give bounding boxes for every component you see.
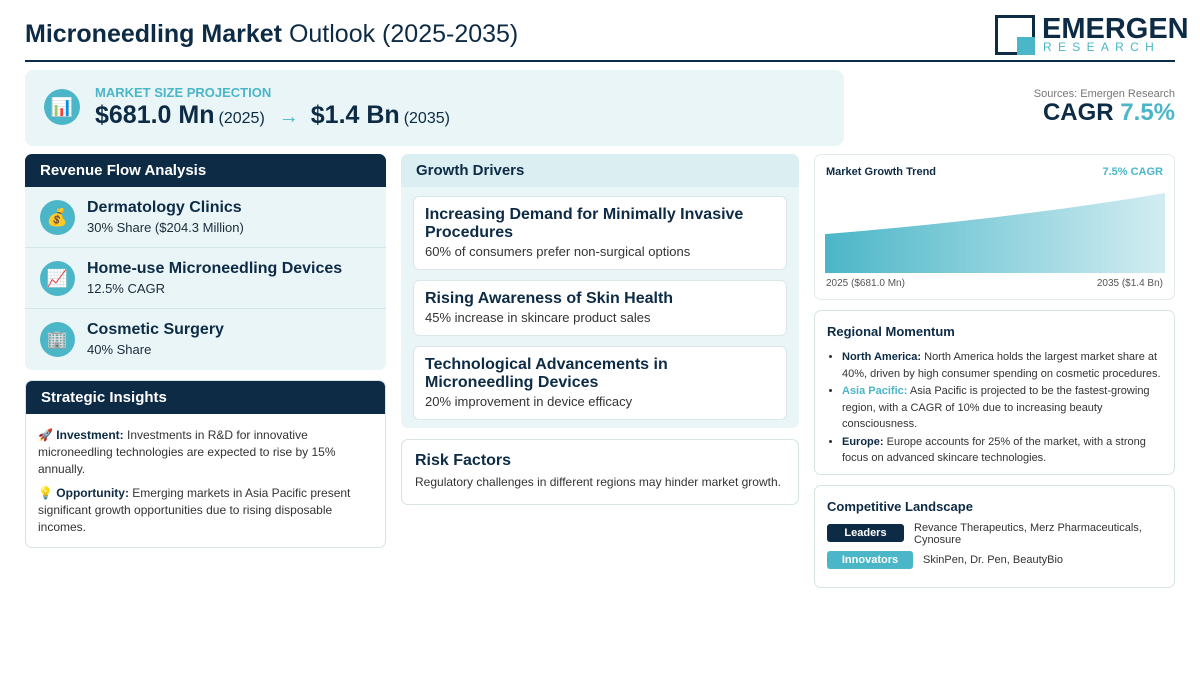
revenue-item-title: Dermatology Clinics (87, 199, 242, 216)
region-item: North America: North America holds the l… (842, 349, 1162, 382)
cagr-headline: CAGR 7.5% (1043, 99, 1175, 127)
page-header: Microneedling Market Outlook (2025-2035)… (25, 13, 1189, 62)
revenue-flow-title: Revenue Flow Analysis (25, 154, 386, 187)
leaders-badge: Leaders (827, 524, 904, 542)
driver-sub: 60% of consumers prefer non-surgical opt… (425, 244, 691, 259)
trend-start-label: 2025 ($681.0 Mn) (826, 278, 905, 289)
regional-list: North America: North America holds the l… (827, 349, 1162, 467)
competitive-landscape-title: Competitive Landscape (827, 499, 973, 514)
region-item: Asia Pacific: Asia Pacific is projected … (842, 383, 1162, 433)
cagr-value: 7.5% (1120, 99, 1175, 126)
projection-label: MARKET SIZE PROJECTION (95, 85, 272, 100)
projection-values: $681.0 Mn (2025) → $1.4 Bn (2035) (95, 101, 450, 130)
risk-factors-panel: Risk Factors Regulatory challenges in di… (401, 439, 799, 505)
revenue-flow-panel: Revenue Flow Analysis 💰 Dermatology Clin… (25, 154, 386, 370)
page-title: Microneedling Market Outlook (2025-2035) (25, 20, 518, 49)
revenue-item: 💰 Dermatology Clinics 30% Share ($204.3 … (25, 187, 386, 248)
market-growth-trend-panel: Market Growth Trend 7.5% CAGR 2025 ($681… (814, 154, 1175, 300)
region-text: Europe accounts for 25% of the market, w… (842, 435, 1146, 465)
trend-cagr: 7.5% CAGR (1102, 166, 1163, 178)
driver-card: Rising Awareness of Skin Health 45% incr… (413, 280, 787, 336)
leaders-names: Revance Therapeutics, Merz Pharmaceutica… (914, 522, 1142, 546)
growth-drivers-panel: Growth Drivers Increasing Demand for Min… (401, 154, 799, 428)
money-bag-icon: 💰 (40, 200, 75, 235)
growth-drivers-title: Growth Drivers (401, 154, 799, 187)
revenue-item-sub: 12.5% CAGR (87, 281, 166, 296)
insight-label: Investment: (56, 428, 124, 442)
growth-area-chart (825, 193, 1165, 273)
insight-item: 💡 Opportunity: Emerging markets in Asia … (38, 485, 373, 536)
rocket-icon: 🚀 (38, 428, 53, 442)
insight-text: Emerging markets in Asia Pacific present… (38, 486, 351, 534)
page-title-rest: Outlook (2025-2035) (288, 20, 519, 48)
market-size-projection: 📊 MARKET SIZE PROJECTION $681.0 Mn (2025)… (25, 70, 844, 146)
logo-subtitle: RESEARCH (1043, 40, 1161, 54)
strategic-insights-title: Strategic Insights (26, 381, 385, 414)
end-value: $1.4 Bn (310, 101, 400, 129)
driver-title: Increasing Demand for Minimally Invasive… (425, 206, 744, 241)
region-text: Asia Pacific is projected to be the fast… (842, 385, 1150, 430)
region-text: North America holds the largest market s… (842, 351, 1161, 380)
start-value: $681.0 Mn (95, 101, 215, 129)
revenue-item-title: Home-use Microneedling Devices (87, 260, 343, 277)
trend-chart-icon: 📈 (40, 261, 75, 296)
trend-title: Market Growth Trend (826, 166, 937, 178)
arrow-right-icon: → (278, 106, 299, 128)
revenue-item: 📈 Home-use Microneedling Devices 12.5% C… (25, 248, 386, 309)
logo-name: EMERGEN (1042, 13, 1189, 45)
driver-title: Technological Advancements in Microneedl… (425, 356, 668, 391)
risk-factors-title: Risk Factors (415, 452, 512, 469)
region-name: Asia Pacific: (842, 385, 908, 397)
insight-label: Opportunity: (56, 486, 129, 500)
risk-factors-text: Regulatory challenges in different regio… (415, 475, 781, 489)
cagr-label: CAGR (1042, 99, 1114, 126)
regional-momentum-panel: Regional Momentum North America: North A… (814, 310, 1175, 475)
end-year: (2035) (403, 110, 450, 127)
page-title-bold: Microneedling Market (25, 20, 282, 48)
insights-body: 🚀 Investment: Investments in R&D for inn… (26, 414, 385, 547)
strategic-insights-panel: Strategic Insights 🚀 Investment: Investm… (25, 380, 386, 548)
region-item: Europe: Europe accounts for 25% of the m… (842, 434, 1162, 467)
sources-text: Sources: Emergen Research (1033, 88, 1175, 100)
driver-card: Increasing Demand for Minimally Invasive… (413, 196, 787, 270)
region-name: Europe: (842, 435, 884, 448)
revenue-item-sub: 40% Share (87, 342, 152, 357)
revenue-item-sub: 30% Share ($204.3 Million) (87, 220, 244, 235)
bar-chart-icon: 📊 (44, 89, 80, 125)
trend-end-label: 2035 ($1.4 Bn) (1096, 278, 1163, 289)
building-icon: 🏢 (40, 322, 75, 357)
driver-title: Rising Awareness of Skin Health (425, 290, 674, 307)
regional-momentum-title: Regional Momentum (827, 324, 955, 339)
revenue-item-title: Cosmetic Surgery (87, 321, 224, 338)
logo-mark-icon (995, 15, 1035, 55)
competitive-landscape-panel: Competitive Landscape Leaders Revance Th… (814, 485, 1175, 588)
revenue-item: 🏢 Cosmetic Surgery 40% Share (25, 309, 386, 370)
insight-text: Investments in R&D for innovative micron… (38, 428, 336, 476)
insight-item: 🚀 Investment: Investments in R&D for inn… (38, 427, 373, 478)
start-year: (2025) (218, 110, 265, 127)
growth-area (825, 193, 1165, 273)
driver-sub: 45% increase in skincare product sales (425, 310, 651, 325)
lightbulb-icon: 💡 (38, 486, 53, 500)
driver-sub: 20% improvement in device efficacy (425, 394, 633, 409)
driver-card: Technological Advancements in Microneedl… (413, 346, 787, 420)
innovators-names: SkinPen, Dr. Pen, BeautyBio (923, 554, 1064, 566)
innovators-badge: Innovators (827, 551, 913, 569)
region-name: North America: (842, 351, 922, 363)
emergen-logo: EMERGEN RESEARCH (995, 13, 1189, 56)
